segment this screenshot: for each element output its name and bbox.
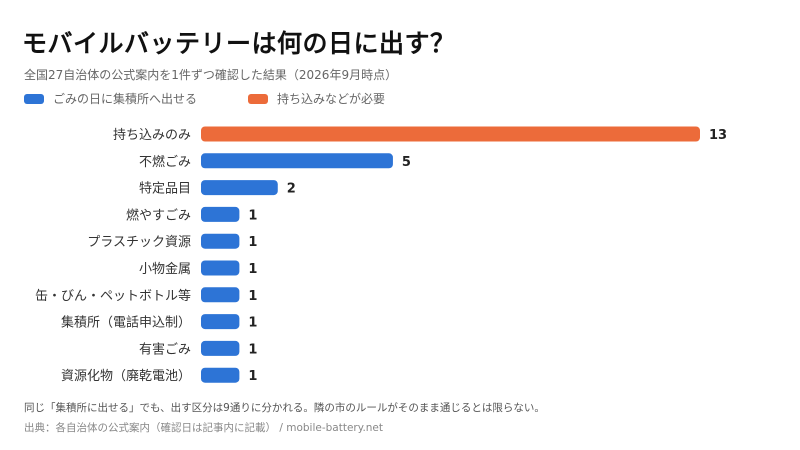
- bar-7: [201, 314, 240, 330]
- value-label: 1: [248, 235, 257, 250]
- chart-source: 出典：各自治体の公式案内（確認日は記事内に記載） / mobile-batter…: [24, 422, 384, 434]
- category-label: プラスチック資源: [87, 235, 191, 250]
- legend-item-collection: ごみの日に集積所へ出せる: [24, 90, 197, 107]
- category-label: 持ち込みのみ: [113, 128, 191, 143]
- value-label: 13: [709, 128, 727, 143]
- bar-0: [201, 126, 700, 142]
- bar-5: [201, 260, 240, 276]
- value-label: 1: [248, 289, 257, 304]
- value-label: 1: [248, 316, 257, 331]
- chart-note: 同じ「集積所に出せる」でも、出す区分は9通りに分かれる。隣の市のルールがそのまま…: [24, 402, 545, 414]
- legend-label-dropoff: 持ち込みなどが必要: [277, 92, 386, 106]
- category-label: 燃やすごみ: [126, 207, 191, 223]
- category-label: 缶・びん・ペットボトル等: [35, 288, 191, 304]
- value-label: 1: [248, 342, 257, 357]
- legend-item-dropoff: 持ち込みなどが必要: [248, 90, 385, 107]
- category-label: 集積所（電話申込制）: [61, 315, 191, 331]
- value-label: 2: [287, 182, 296, 197]
- bar-6: [201, 287, 240, 303]
- legend-swatch-dropoff: [248, 93, 268, 104]
- bar-3: [201, 206, 240, 222]
- legend-label-collection: ごみの日に集積所へ出せる: [53, 92, 198, 106]
- category-label: 小物金属: [139, 261, 191, 277]
- bar-1: [201, 153, 393, 169]
- category-label: 不燃ごみ: [139, 154, 191, 170]
- category-label: 資源化物（廃乾電池）: [61, 368, 191, 384]
- chart-title: モバイルバッテリーは何の日に出す？: [22, 29, 456, 58]
- value-label: 1: [248, 208, 257, 223]
- bar-2: [201, 180, 278, 196]
- bar-8: [201, 340, 240, 356]
- value-label: 1: [248, 262, 257, 277]
- value-label: 5: [402, 155, 411, 170]
- category-label: 有害ごみ: [139, 341, 191, 357]
- bar-4: [201, 233, 240, 249]
- category-label: 特定品目: [139, 182, 191, 197]
- chart-subtitle: 全国27自治体の公式案内を1件ずつ確認した結果（2026年9月時点）: [24, 68, 398, 82]
- value-label: 1: [248, 369, 257, 384]
- bar-9: [201, 367, 240, 383]
- legend-swatch-collection: [24, 93, 44, 104]
